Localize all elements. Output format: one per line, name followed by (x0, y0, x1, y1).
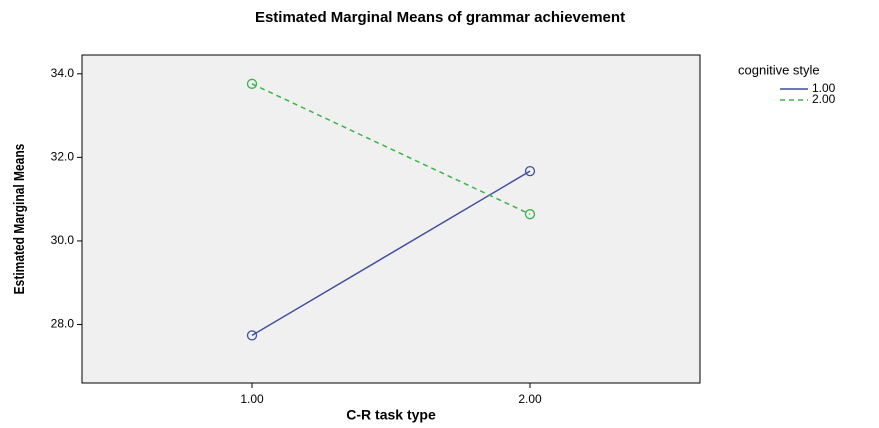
y-tick-label: 28.0 (51, 317, 75, 331)
y-tick-label: 32.0 (51, 150, 75, 164)
y-axis-label: Estimated Marginal Means (11, 144, 28, 295)
x-tick-label: 2.00 (518, 392, 542, 406)
series-line (251, 83, 531, 215)
plot-area (81, 54, 701, 384)
chart-title: Estimated Marginal Means of grammar achi… (255, 9, 625, 26)
x-tick-label: 1.00 (240, 392, 264, 406)
data-point (524, 166, 536, 177)
x-axis-label: C-R task type (346, 407, 436, 423)
y-tick-label: 34.0 (51, 66, 75, 80)
legend-title: cognitive style (738, 62, 820, 77)
legend-label: 2.00 (812, 92, 836, 106)
legend-label: 1.00 (812, 81, 836, 95)
y-tick-label: 30.0 (51, 233, 75, 247)
series-line (251, 170, 531, 337)
data-point (246, 78, 258, 89)
data-point (246, 330, 258, 341)
data-point (524, 209, 536, 220)
